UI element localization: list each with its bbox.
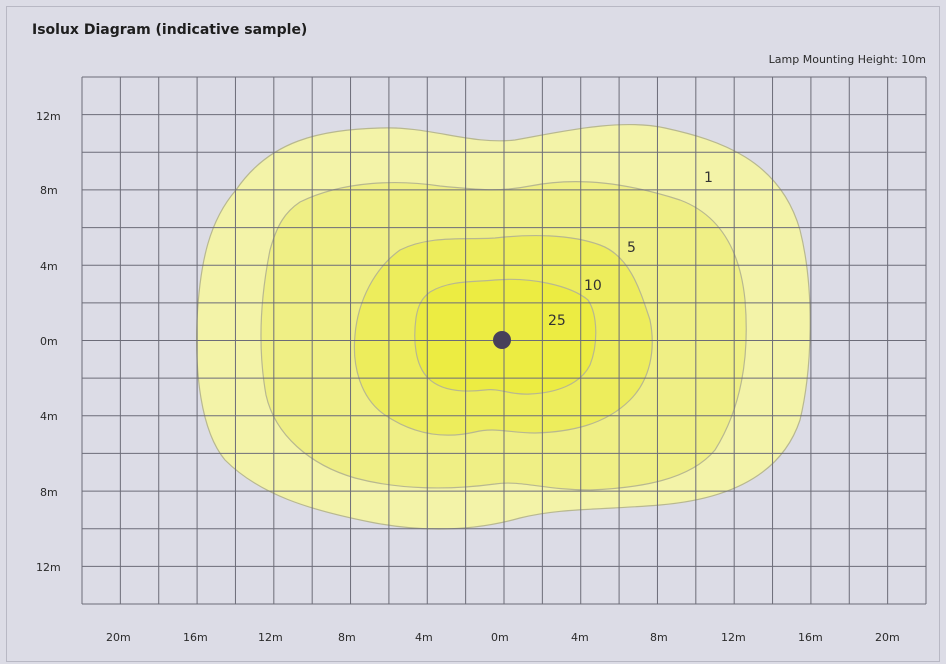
x-tick-label: 8m xyxy=(338,631,356,644)
x-tick-label: 20m xyxy=(106,631,131,644)
x-tick-label: 0m xyxy=(491,631,509,644)
x-axis-labels: 20m 16m 12m 8m 4m 0m 4m 8m 12m 16m 20m xyxy=(106,631,900,644)
x-tick-label: 16m xyxy=(183,631,208,644)
contour-regions xyxy=(196,123,811,530)
x-tick-label: 8m xyxy=(650,631,668,644)
contour-label-5: 5 xyxy=(627,240,636,256)
x-tick-label: 20m xyxy=(875,631,900,644)
x-tick-label: 4m xyxy=(415,631,433,644)
contour-label-10: 10 xyxy=(584,278,602,294)
contour-label-1: 1 xyxy=(704,170,713,186)
x-tick-label: 12m xyxy=(721,631,746,644)
y-tick-label: 8m xyxy=(40,486,58,499)
y-axis-labels: 12m 8m 4m 0m 4m 8m 12m xyxy=(36,110,61,574)
y-tick-label: 8m xyxy=(40,184,58,197)
lamp-position-marker xyxy=(493,331,511,349)
diagram-title: Isolux Diagram (indicative sample) xyxy=(32,22,308,38)
y-tick-label: 4m xyxy=(40,260,58,273)
x-tick-label: 12m xyxy=(258,631,283,644)
contour-label-25: 25 xyxy=(548,313,566,329)
y-tick-label: 4m xyxy=(40,410,58,423)
y-tick-label: 12m xyxy=(36,561,61,574)
grid-lines xyxy=(81,76,927,605)
y-tick-label: 12m xyxy=(36,110,61,123)
contour-value-labels: 1 5 10 25 xyxy=(548,170,713,329)
y-tick-label: 0m xyxy=(40,335,58,348)
mounting-height-label: Lamp Mounting Height: 10m xyxy=(768,53,926,66)
x-tick-label: 4m xyxy=(571,631,589,644)
diagram-frame xyxy=(6,6,940,662)
x-tick-label: 16m xyxy=(798,631,823,644)
